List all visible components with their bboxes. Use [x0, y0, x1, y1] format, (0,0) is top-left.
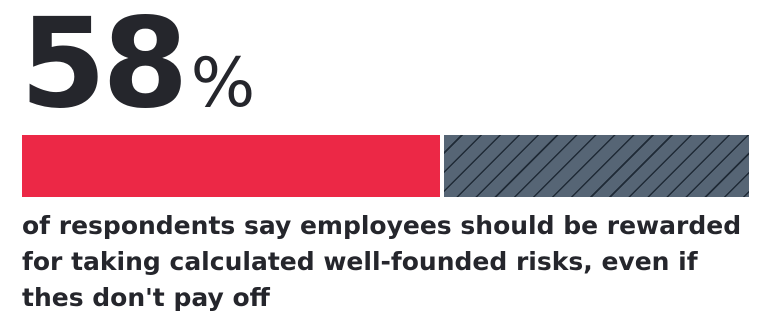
bar-filled-segment [22, 135, 441, 197]
headline-stat: 58 % [20, 2, 256, 126]
percentage-value: 58 [20, 0, 189, 136]
bar-divider [440, 135, 445, 197]
percentage-bar [22, 135, 749, 197]
percent-sign: % [190, 44, 256, 123]
stat-caption: of respondents say employees should be r… [22, 211, 742, 312]
bar-remaining-segment [444, 135, 749, 197]
